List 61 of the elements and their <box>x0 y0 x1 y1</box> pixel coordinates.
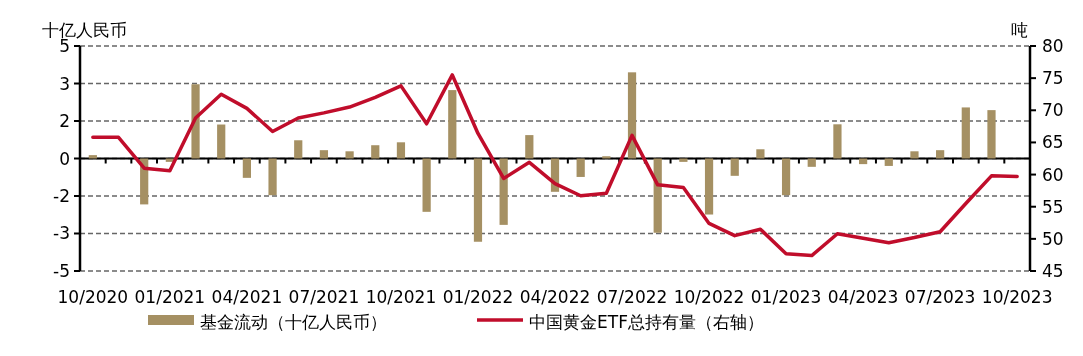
bar <box>910 151 919 159</box>
legend-label: 中国黄金ETF总持有量（右轴） <box>529 312 764 332</box>
x-tick-label: 04/2021 <box>211 287 283 307</box>
x-tick-label: 10/2023 <box>981 287 1053 307</box>
bar <box>319 150 329 159</box>
bar <box>627 72 637 159</box>
x-tick-label: 10/2020 <box>57 287 129 307</box>
bar <box>987 110 996 159</box>
bar <box>833 124 842 159</box>
bar <box>653 158 662 233</box>
y-tick-label: -2 <box>53 186 70 207</box>
y-tick-label: 0 <box>59 148 70 169</box>
y2-tick-label: 75 <box>1042 68 1064 89</box>
y2-tick-label: 65 <box>1042 132 1064 153</box>
bar <box>936 150 945 159</box>
x-tick-label: 07/2021 <box>288 287 360 307</box>
bar <box>396 142 406 159</box>
y-tick-label: 2 <box>59 110 70 131</box>
bar <box>217 124 226 159</box>
y2-tick-label: 55 <box>1042 196 1064 217</box>
y-tick-label: -3 <box>53 223 70 244</box>
bar <box>807 158 816 167</box>
bar <box>345 151 354 159</box>
bar <box>730 158 739 176</box>
bar <box>525 135 534 159</box>
bar <box>781 158 791 196</box>
x-tick-label: 01/2021 <box>134 287 206 307</box>
y-axis-title: 十亿人民币 <box>42 20 127 40</box>
y2-tick-label: 70 <box>1042 100 1064 121</box>
bar <box>422 158 431 212</box>
bar <box>602 156 611 159</box>
bar <box>371 145 380 159</box>
bar <box>294 140 303 159</box>
x-tick-label: 07/2022 <box>596 287 668 307</box>
x-tick-label: 01/2022 <box>442 287 514 307</box>
bar <box>268 158 277 196</box>
bar <box>242 158 251 178</box>
y-tick-label: 3 <box>59 73 70 94</box>
x-tick-label: 07/2023 <box>904 287 976 307</box>
bar <box>704 158 714 215</box>
bar <box>448 90 457 159</box>
y2-tick-label: 45 <box>1042 261 1064 281</box>
x-tick-label: 04/2022 <box>519 287 591 307</box>
legend-label: 基金流动（十亿人民币） <box>200 312 387 332</box>
y-tick-label: -5 <box>53 261 70 281</box>
bar <box>756 149 765 159</box>
bar <box>88 155 97 159</box>
x-tick-label: 10/2021 <box>365 287 437 307</box>
x-tick-label: 01/2023 <box>750 287 822 307</box>
bar <box>191 84 200 159</box>
line-series <box>91 73 1019 258</box>
y2-axis-title: 吨 <box>1011 20 1028 40</box>
bar <box>884 158 893 166</box>
bar <box>961 107 970 159</box>
y2-tick-label: 80 <box>1042 36 1064 56</box>
y2-tick-label: 60 <box>1042 164 1064 185</box>
x-tick-label: 10/2022 <box>673 287 745 307</box>
x-tick-label: 04/2023 <box>827 287 899 307</box>
bar <box>473 158 483 242</box>
bar <box>576 158 585 177</box>
y2-tick-label: 50 <box>1042 228 1064 249</box>
